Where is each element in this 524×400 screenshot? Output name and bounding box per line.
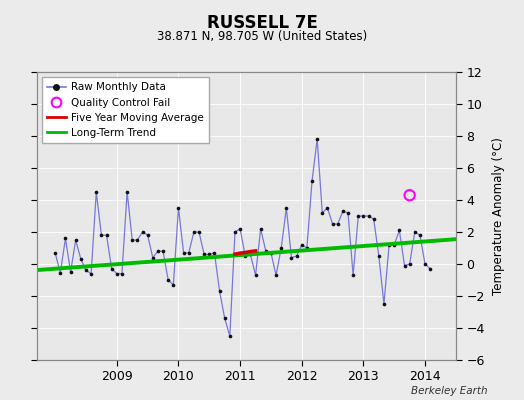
Point — [318, 210, 326, 216]
Point — [102, 232, 111, 238]
Point — [51, 250, 59, 256]
Point — [184, 250, 193, 256]
Point — [241, 253, 249, 259]
Point — [323, 205, 332, 211]
Point — [67, 269, 75, 275]
Point — [349, 272, 357, 278]
Point — [369, 216, 378, 222]
Point — [252, 272, 260, 278]
Point — [261, 248, 270, 254]
Point — [339, 208, 347, 214]
Point — [375, 253, 383, 259]
Point — [313, 136, 321, 142]
Point — [226, 333, 234, 339]
Point — [144, 232, 152, 238]
Point — [205, 251, 213, 258]
Point — [215, 288, 224, 294]
Point — [411, 229, 419, 235]
Point — [329, 221, 337, 227]
Point — [385, 242, 394, 248]
Point — [400, 262, 409, 269]
Point — [149, 254, 157, 261]
Point — [267, 250, 275, 256]
Legend: Raw Monthly Data, Quality Control Fail, Five Year Moving Average, Long-Term Tren: Raw Monthly Data, Quality Control Fail, … — [42, 77, 209, 143]
Point — [272, 272, 280, 278]
Point — [113, 270, 121, 277]
Point — [421, 261, 429, 267]
Point — [364, 213, 373, 219]
Point — [123, 189, 132, 195]
Point — [344, 210, 352, 216]
Point — [82, 267, 90, 274]
Point — [154, 248, 162, 254]
Point — [56, 270, 64, 276]
Point — [200, 251, 209, 258]
Point — [292, 253, 301, 259]
Point — [133, 237, 141, 243]
Point — [77, 256, 85, 262]
Point — [359, 213, 368, 219]
Point — [395, 227, 403, 234]
Point — [308, 178, 316, 184]
Point — [426, 266, 434, 272]
Point — [282, 205, 290, 211]
Text: Berkeley Earth: Berkeley Earth — [411, 386, 487, 396]
Point — [333, 221, 342, 227]
Point — [406, 261, 414, 267]
Point — [246, 251, 255, 258]
Point — [174, 205, 183, 211]
Point — [159, 248, 167, 254]
Point — [128, 237, 136, 243]
Point — [138, 229, 147, 235]
Point — [406, 192, 414, 198]
Point — [190, 229, 198, 235]
Point — [210, 250, 219, 256]
Point — [256, 226, 265, 232]
Point — [416, 232, 424, 238]
Point — [97, 232, 106, 238]
Point — [236, 226, 244, 232]
Point — [354, 213, 363, 219]
Point — [118, 270, 126, 277]
Point — [107, 266, 116, 272]
Point — [298, 242, 306, 248]
Point — [195, 229, 203, 235]
Point — [61, 235, 70, 242]
Point — [303, 245, 311, 251]
Text: 38.871 N, 98.705 W (United States): 38.871 N, 98.705 W (United States) — [157, 30, 367, 43]
Point — [287, 254, 296, 261]
Text: RUSSELL 7E: RUSSELL 7E — [206, 14, 318, 32]
Point — [380, 301, 388, 307]
Point — [169, 282, 178, 288]
Point — [221, 315, 229, 322]
Point — [231, 229, 239, 235]
Point — [164, 277, 172, 283]
Point — [71, 237, 80, 243]
Point — [92, 189, 101, 195]
Point — [390, 242, 398, 248]
Point — [179, 250, 188, 256]
Point — [277, 245, 286, 251]
Point — [87, 270, 95, 277]
Y-axis label: Temperature Anomaly (°C): Temperature Anomaly (°C) — [492, 137, 505, 295]
